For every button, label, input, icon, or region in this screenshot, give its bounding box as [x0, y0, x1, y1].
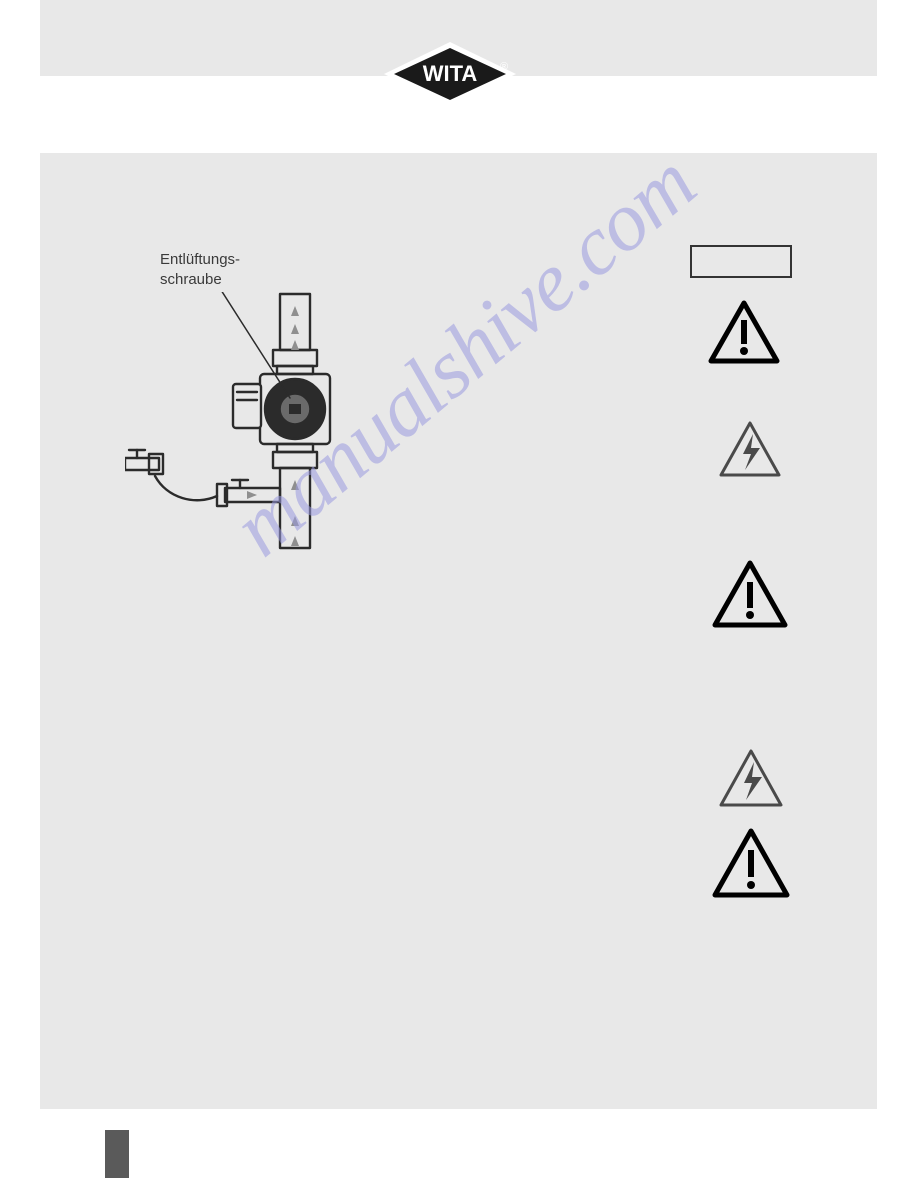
- warning-voltage-icon: [718, 420, 782, 483]
- diagram-label-line1: Entlüftungs-: [160, 251, 240, 268]
- diagram-label-line2: schraube: [160, 271, 222, 288]
- brand-logo: WITA ®: [380, 40, 520, 108]
- warning-exclamation-icon: [708, 300, 780, 369]
- caution-box: [690, 245, 792, 278]
- pump-diagram: [125, 292, 335, 550]
- diagram-label: Entlüftungs- schraube: [160, 250, 240, 291]
- warning-exclamation-icon: [712, 560, 788, 633]
- page-tab: [105, 1130, 129, 1178]
- brand-logo-text: WITA: [423, 61, 478, 86]
- warning-voltage-icon: [718, 748, 784, 813]
- svg-text:®: ®: [500, 61, 508, 73]
- warning-exclamation-icon: [712, 828, 790, 903]
